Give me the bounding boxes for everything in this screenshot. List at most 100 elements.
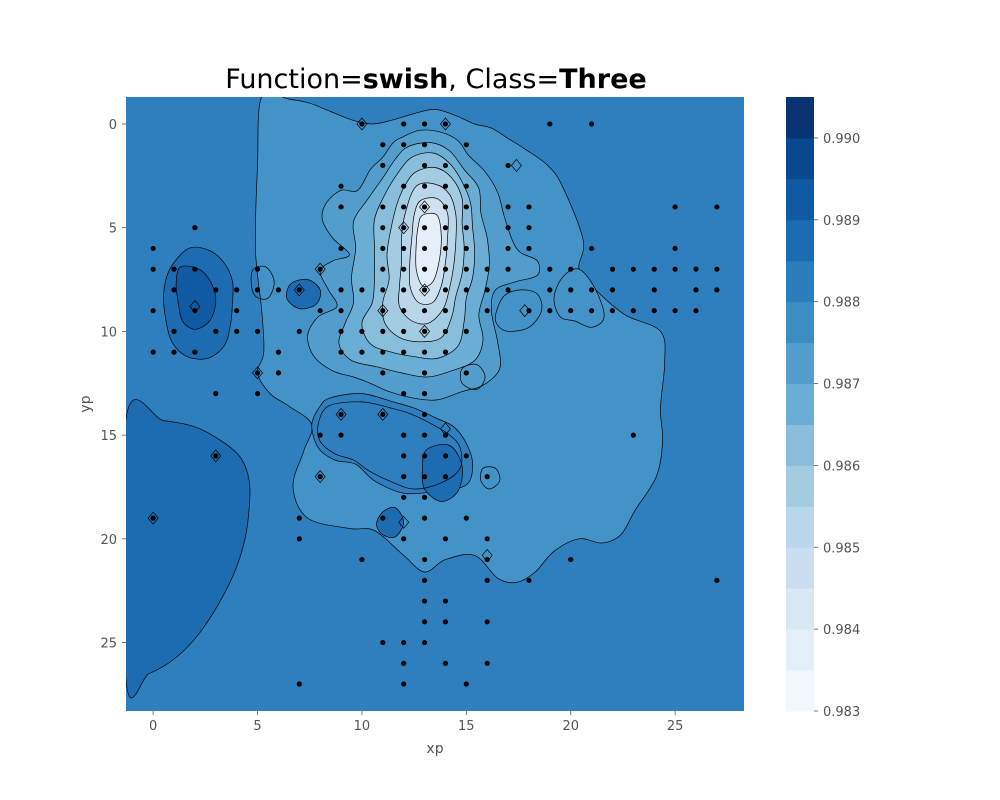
data-point	[421, 328, 428, 334]
data-point	[484, 474, 490, 480]
x-axis-ticks: 0 5 10 15 20 25	[149, 711, 683, 734]
data-point	[630, 432, 636, 438]
data-point	[421, 142, 428, 148]
contour-diamond	[377, 304, 389, 318]
contour-diamond	[252, 366, 263, 380]
data-point	[442, 287, 449, 293]
data-point	[213, 287, 219, 293]
data-point	[463, 183, 469, 189]
data-point	[401, 245, 407, 252]
contour-diamond	[510, 158, 522, 172]
data-point	[171, 287, 177, 293]
title-function: swish	[363, 64, 449, 95]
data-point	[338, 308, 344, 314]
data-point	[463, 453, 469, 459]
data-point	[338, 432, 344, 438]
data-point	[609, 287, 616, 293]
data-point	[463, 515, 469, 521]
data-point	[421, 349, 428, 355]
colorbar-tick-label: 0.989	[823, 214, 860, 229]
data-point	[234, 308, 240, 314]
data-point	[421, 225, 428, 231]
contour-region	[421, 444, 463, 502]
data-point	[171, 328, 177, 334]
data-point	[401, 536, 407, 542]
data-point	[338, 183, 344, 189]
data-point	[317, 432, 323, 438]
data-point	[463, 245, 469, 252]
contour-lines	[250, 265, 543, 490]
contour-diamond	[398, 221, 410, 235]
contour-region	[175, 265, 217, 330]
data-point	[421, 639, 428, 646]
data-point	[568, 266, 574, 272]
data-point	[254, 328, 261, 334]
data-point	[421, 308, 428, 314]
title-class: Three	[559, 64, 647, 95]
y-tick-label: 25	[100, 637, 117, 652]
y-axis-ticks: 0 5 10 15 20 25	[100, 118, 126, 652]
data-point	[693, 308, 699, 314]
data-point	[150, 266, 156, 272]
data-point	[505, 266, 511, 272]
data-point	[421, 577, 428, 583]
data-point	[526, 204, 532, 210]
plot-area	[126, 97, 744, 711]
title-prefix: Function=	[225, 64, 362, 95]
data-point	[359, 556, 365, 563]
data-point	[505, 245, 511, 252]
data-point	[463, 142, 469, 148]
data-point	[380, 266, 386, 272]
colorbar-band	[786, 219, 814, 262]
x-axis-label: xp	[426, 741, 443, 757]
data-point	[714, 577, 720, 583]
data-point	[421, 494, 428, 500]
contour-line	[317, 401, 463, 490]
colorbar-band	[786, 506, 814, 548]
data-point	[693, 287, 699, 293]
data-point	[672, 266, 678, 272]
data-point	[547, 121, 553, 127]
data-point	[213, 328, 219, 334]
data-point	[526, 308, 532, 314]
data-point	[213, 453, 219, 459]
y-tick-label: 10	[100, 325, 117, 340]
data-point	[296, 328, 302, 334]
data-point	[463, 370, 469, 376]
data-point	[442, 121, 449, 127]
contour-line	[480, 466, 501, 490]
data-point	[526, 577, 532, 583]
data-point	[150, 515, 156, 521]
data-point	[401, 142, 407, 148]
contour-line	[459, 363, 486, 391]
data-point	[338, 287, 344, 293]
data-point	[547, 287, 553, 293]
contour-region	[286, 278, 321, 310]
data-point	[442, 598, 449, 604]
data-point	[359, 328, 365, 334]
data-point	[421, 391, 428, 397]
chart-title: Function=swish, Class=Three	[225, 64, 646, 95]
data-point	[234, 328, 240, 334]
contour-diamond	[210, 449, 222, 463]
data-point	[714, 204, 720, 210]
data-point	[380, 308, 386, 314]
data-point	[463, 681, 469, 687]
x-tick-label: 20	[562, 719, 579, 734]
y-tick-label: 5	[109, 222, 117, 237]
data-point	[588, 308, 595, 314]
data-point	[296, 287, 302, 293]
contour-region	[415, 212, 442, 287]
data-point	[401, 349, 407, 355]
contour-diamond	[293, 283, 305, 297]
colorbar-tick-label: 0.984	[823, 623, 860, 638]
data-point	[401, 453, 407, 459]
colorbar-tick-label: 0.983	[823, 705, 860, 720]
colorbar-tick-label: 0.988	[823, 296, 860, 311]
data-point	[401, 183, 407, 189]
data-point	[714, 266, 720, 272]
x-tick-label: 25	[667, 719, 684, 734]
colorbar-tick-label: 0.986	[823, 459, 860, 474]
data-point	[421, 474, 428, 480]
data-point	[442, 225, 449, 231]
